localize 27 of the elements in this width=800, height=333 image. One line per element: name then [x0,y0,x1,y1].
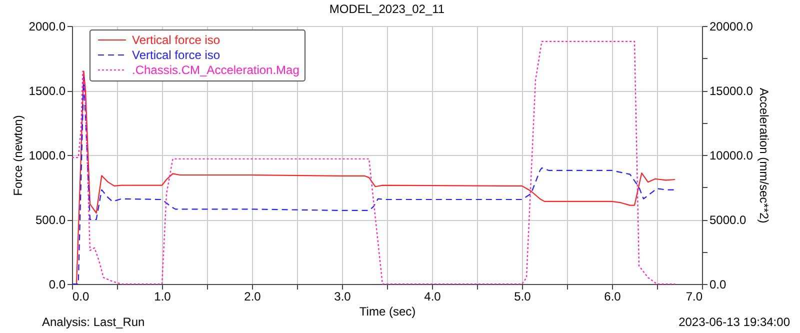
y-tick-label: 1000.0 [28,148,66,162]
y2-tick-label: 0.0 [710,278,727,292]
y2-tick-label: 5000.0 [710,213,747,227]
x-tick-label: 7.0 [686,290,703,304]
y2-tick-label: 10000.0 [710,148,754,162]
y2-tick-label: 20000.0 [710,20,754,34]
y-tick-label: 0.0 [48,278,66,292]
legend-label: Vertical force iso [132,33,220,47]
legend-label: Vertical force iso [132,48,220,62]
x-tick-label: 3.0 [334,290,352,304]
y-tick-label: 500.0 [35,213,66,227]
text: Analysis: Last_Run [42,315,145,329]
legend-label: .Chassis.CM_Acceleration.Mag [132,63,300,77]
x-tick-label: 4.0 [424,290,442,304]
x-tick-label: 5.0 [514,290,532,304]
y-axis-title: Force (newton) [10,115,25,196]
x-tick-label: 0.0 [72,290,90,304]
y2-tick-label: 15000.0 [710,84,754,98]
x-tick-label: 1.0 [154,290,172,304]
x-axis-title: Time (sec) [359,304,416,318]
x-tick-label: 6.0 [604,290,622,304]
y-tick-label: 2000.0 [28,20,66,34]
y2-axis-title: Acceleration (mm/sec**2) [756,88,771,224]
chart-title: MODEL_2023_02_11 [329,2,445,16]
y-tick-label: 1500.0 [28,84,66,98]
text: 2023-06-13 19:34:00 [678,315,790,329]
x-tick-label: 2.0 [244,290,262,304]
